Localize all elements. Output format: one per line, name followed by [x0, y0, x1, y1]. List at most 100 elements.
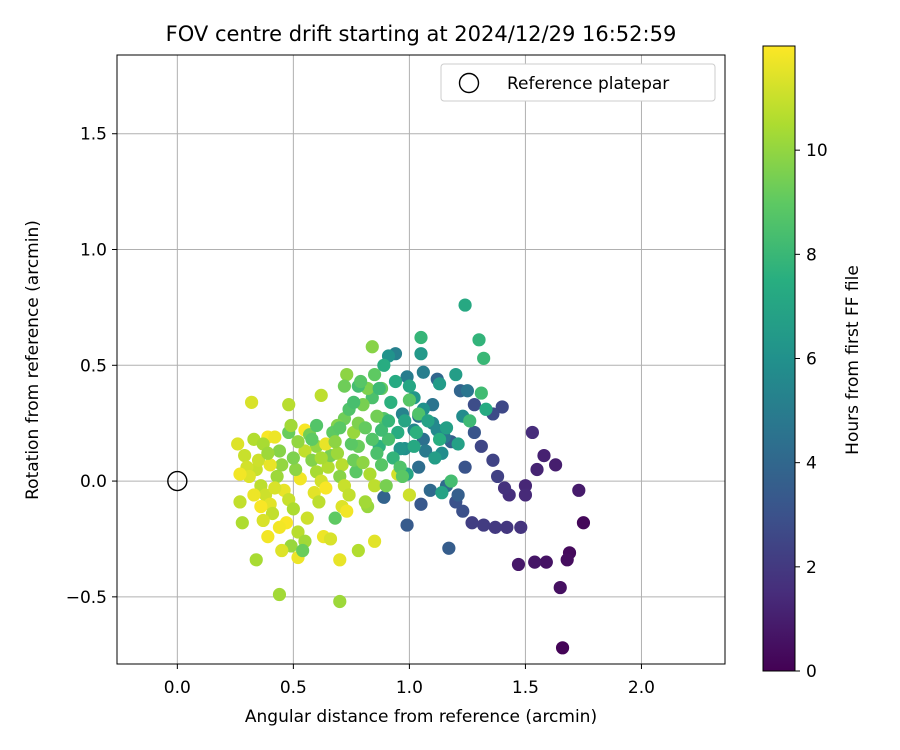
data-point [321, 460, 335, 474]
data-point [347, 395, 361, 409]
data-point [414, 330, 428, 345]
data-point [398, 414, 412, 428]
data-point [328, 435, 342, 449]
legend: Reference platepar [440, 63, 716, 102]
data-point [314, 388, 328, 402]
data-point [263, 458, 277, 472]
data-point [472, 333, 486, 347]
data-point [555, 641, 570, 655]
data-point [286, 451, 300, 465]
data-point [381, 432, 396, 446]
data-point [402, 393, 416, 407]
data-point [314, 451, 328, 465]
x-tick-label: 1.5 [512, 678, 539, 698]
data-point [374, 458, 389, 472]
data-point [435, 486, 449, 500]
data-point [367, 534, 382, 548]
data-point [235, 516, 249, 530]
data-point [256, 513, 270, 528]
data-point [416, 365, 430, 379]
data-point [319, 481, 333, 495]
data-point [244, 395, 259, 409]
data-point [432, 432, 447, 446]
y-tick-label: 0.5 [80, 356, 107, 376]
data-point [449, 367, 463, 382]
reference-marker [167, 470, 188, 492]
data-point [272, 520, 287, 534]
legend-marker-circle [458, 72, 480, 94]
data-point [275, 543, 289, 558]
data-point [518, 479, 533, 493]
data-point [268, 430, 282, 444]
legend-box [440, 63, 716, 102]
data-point [488, 520, 502, 534]
colorbar-tick-label: 8 [806, 245, 817, 265]
data-point [384, 395, 398, 409]
data-point [474, 386, 488, 400]
y-tick-label: 0.0 [80, 472, 107, 492]
colorbar-tick-label: 4 [806, 454, 817, 474]
data-point [477, 518, 491, 532]
data-point [456, 504, 470, 518]
data-point [421, 414, 435, 428]
data-point [305, 432, 319, 446]
colorbar-label: Hours from first FF file [843, 265, 863, 455]
data-point [275, 458, 289, 472]
data-point [233, 467, 247, 481]
data-point [298, 444, 312, 458]
data-point [514, 520, 528, 534]
colorbar: 0 2 4 6 8 10 Hours from first FF file [762, 45, 863, 682]
data-point [374, 423, 389, 437]
data-point [289, 462, 303, 477]
data-point [444, 474, 458, 488]
data-point [432, 377, 447, 391]
data-point [272, 587, 287, 602]
data-point [358, 495, 372, 509]
data-point [442, 541, 456, 555]
data-point [395, 469, 410, 484]
y-axis-ticks: −0.5 0.0 0.5 1.0 1.5 [66, 125, 117, 608]
data-point [428, 451, 442, 465]
data-point [333, 553, 347, 567]
data-point [495, 400, 509, 414]
data-point [553, 580, 567, 595]
grid-lines [117, 55, 725, 664]
data-point [518, 488, 533, 502]
data-point [284, 418, 298, 433]
x-axis-label: Angular distance from reference (arcmin) [245, 707, 597, 727]
data-point [407, 439, 421, 453]
data-point [402, 379, 416, 393]
data-point [460, 384, 475, 398]
data-point [231, 437, 245, 451]
data-point [265, 506, 280, 521]
data-point [340, 504, 354, 518]
data-point [367, 367, 382, 382]
data-point [391, 425, 405, 440]
data-point [349, 465, 363, 479]
x-tick-label: 2.0 [628, 678, 655, 698]
data-point [344, 437, 358, 451]
colorbar-tick-label: 10 [806, 141, 828, 161]
data-point [497, 481, 512, 495]
x-tick-label: 0.5 [280, 678, 307, 698]
data-point [525, 425, 539, 440]
data-point [291, 525, 305, 539]
data-point [330, 446, 345, 460]
data-point [537, 448, 551, 463]
x-axis-ticks: 0.0 0.5 1.0 1.5 2.0 [164, 664, 655, 698]
data-point [268, 481, 282, 495]
data-point [377, 358, 391, 372]
legend-label: Reference platepar [507, 74, 669, 94]
data-point [465, 516, 479, 530]
data-point [500, 520, 514, 534]
data-point [340, 367, 354, 382]
data-point [356, 455, 370, 470]
data-point [474, 439, 488, 453]
data-point [548, 458, 563, 472]
y-tick-label: 1.5 [80, 125, 107, 145]
data-point [400, 518, 414, 532]
colorbar-tick-label: 2 [806, 558, 817, 578]
chart-title: FOV centre drift starting at 2024/12/29 … [166, 22, 677, 46]
data-point [342, 488, 356, 502]
